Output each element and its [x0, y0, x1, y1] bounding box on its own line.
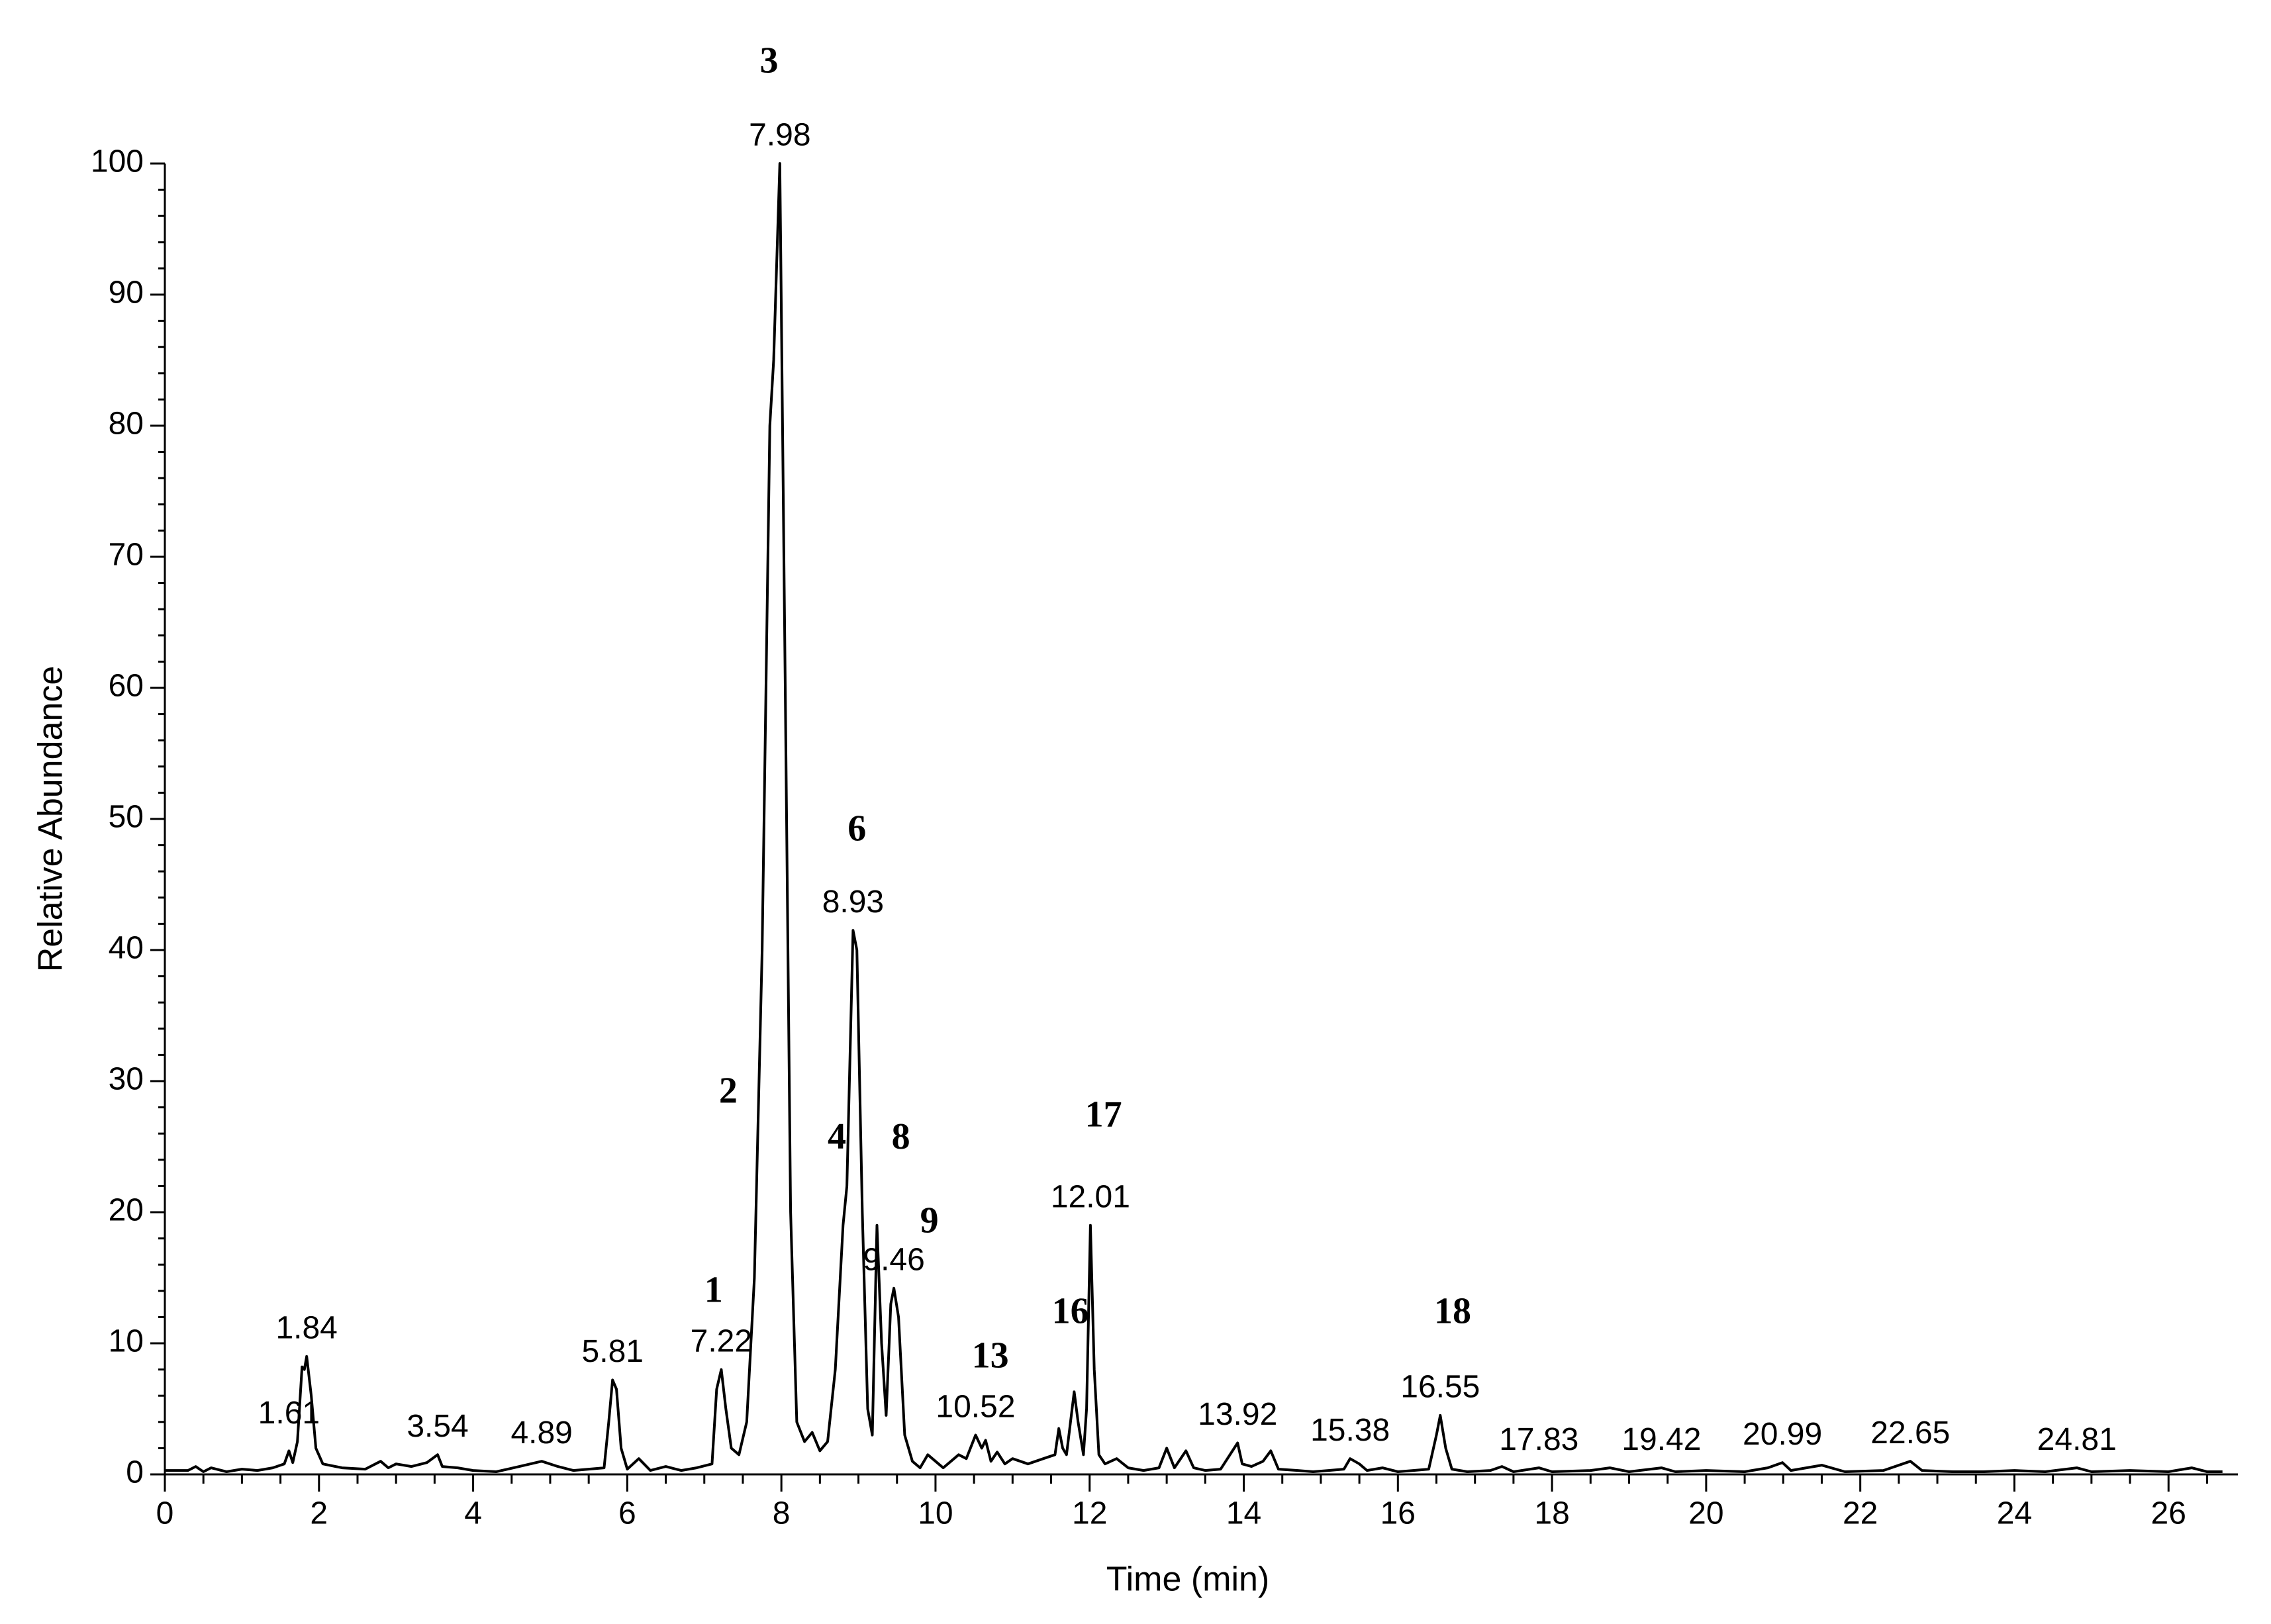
peak-rt-label: 9.46 — [863, 1243, 924, 1278]
x-tick-label: 20 — [1688, 1496, 1723, 1531]
peak-rt-label: 5.81 — [582, 1334, 644, 1369]
x-axis-label: Time (min) — [1106, 1560, 1270, 1599]
x-tick-label: 14 — [1226, 1496, 1261, 1531]
peak-rt-label: 17.83 — [1499, 1422, 1578, 1457]
x-tick-label: 2 — [310, 1496, 328, 1531]
x-tick-label: 0 — [156, 1496, 174, 1531]
peak-rt-label: 4.89 — [510, 1415, 572, 1451]
peak-rt-label: 16.55 — [1400, 1370, 1480, 1405]
y-tick-label: 90 — [109, 275, 144, 310]
peak-rt-label: 7.22 — [691, 1323, 752, 1359]
compound-label: 4 — [828, 1116, 846, 1157]
x-tick-label: 26 — [2151, 1496, 2186, 1531]
peak-rt-label: 10.52 — [936, 1389, 1015, 1424]
x-tick-label: 4 — [464, 1496, 482, 1531]
x-tick-label: 12 — [1072, 1496, 1107, 1531]
compound-label: 1 — [704, 1270, 723, 1311]
y-tick-label: 0 — [126, 1455, 144, 1490]
y-tick-label: 30 — [109, 1062, 144, 1097]
y-tick-label: 70 — [109, 538, 144, 573]
peak-rt-label: 24.81 — [2037, 1422, 2117, 1457]
peak-rt-label: 1.61 — [258, 1396, 320, 1431]
compound-label: 17 — [1085, 1094, 1122, 1135]
x-tick-label: 22 — [1843, 1496, 1878, 1531]
x-tick-label: 6 — [618, 1496, 636, 1531]
y-tick-label: 10 — [109, 1324, 144, 1359]
peak-rt-label: 19.42 — [1621, 1422, 1701, 1457]
y-tick-label: 20 — [109, 1193, 144, 1228]
compound-label: 13 — [972, 1335, 1009, 1376]
peak-rt-label: 22.65 — [1870, 1415, 1950, 1451]
peak-rt-label: 15.38 — [1310, 1413, 1390, 1448]
peak-rt-label: 3.54 — [407, 1409, 468, 1444]
compound-label: 9 — [920, 1200, 939, 1241]
x-tick-label: 16 — [1380, 1496, 1416, 1531]
y-tick-label: 80 — [109, 406, 144, 442]
peak-rt-label: 1.84 — [275, 1310, 337, 1345]
y-tick-label: 50 — [109, 800, 144, 835]
compound-label: 16 — [1052, 1290, 1089, 1331]
compound-label: 18 — [1434, 1290, 1471, 1331]
chromatogram-trace — [165, 162, 2223, 1473]
peak-rt-label: 20.99 — [1743, 1417, 1822, 1452]
peak-rt-label: 7.98 — [749, 118, 810, 153]
x-tick-label: 18 — [1534, 1496, 1569, 1531]
x-tick-label: 24 — [1997, 1496, 2032, 1531]
peak-rt-label: 8.93 — [822, 884, 884, 920]
peak-rt-label: 12.01 — [1051, 1179, 1130, 1214]
y-axis-label: Relative Abundance — [32, 666, 70, 973]
x-tick-label: 10 — [918, 1496, 953, 1531]
y-tick-label: 40 — [109, 931, 144, 966]
x-tick-label: 8 — [773, 1496, 791, 1531]
y-tick-label: 100 — [91, 144, 144, 179]
y-tick-label: 60 — [109, 669, 144, 704]
peak-rt-label: 13.92 — [1198, 1397, 1277, 1432]
compound-label: 6 — [847, 808, 866, 849]
compound-label: 8 — [892, 1116, 910, 1157]
compound-label: 3 — [760, 40, 779, 81]
compound-label: 2 — [719, 1071, 738, 1112]
